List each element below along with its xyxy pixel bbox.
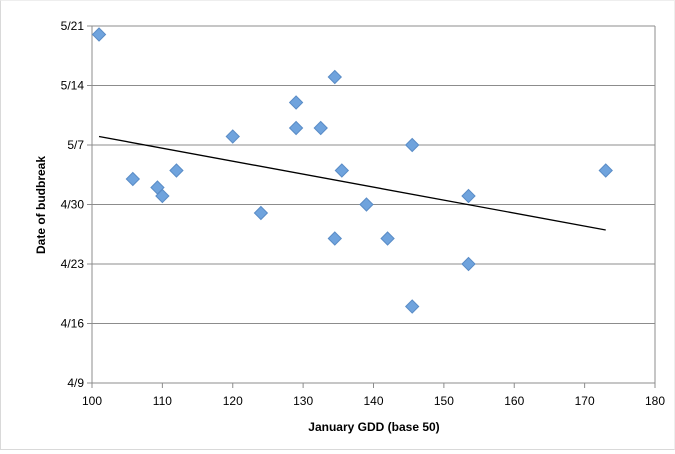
x-tick-label: 170	[575, 394, 595, 408]
y-tick-label: 5/14	[61, 79, 85, 93]
x-tick-label: 150	[434, 394, 454, 408]
y-tick-label: 5/7	[67, 138, 84, 152]
data-point	[91, 27, 107, 42]
y-tick-label: 4/30	[61, 198, 85, 212]
data-point	[598, 163, 613, 178]
data-points	[91, 27, 613, 314]
data-point	[125, 171, 141, 187]
data-point	[334, 163, 350, 178]
data-point	[313, 120, 328, 136]
data-point	[461, 188, 476, 204]
data-point	[359, 197, 374, 212]
x-tick-label: 160	[504, 394, 524, 408]
x-tick-label: 110	[153, 394, 172, 408]
x-tick-label: 100	[82, 394, 102, 408]
x-tick-label: 120	[223, 394, 243, 408]
data-point	[288, 120, 304, 136]
tick-labels: 4/9 4/16 4/23 4/30 5/7 5/14 5/21 100 110 120 130 14…	[61, 19, 666, 408]
y-tick-label: 5/21	[61, 19, 85, 33]
axes	[87, 25, 656, 388]
data-point	[253, 205, 269, 221]
trendline-group	[98, 135, 606, 231]
data-point	[155, 188, 170, 204]
data-point	[380, 231, 395, 246]
data-point	[327, 69, 343, 85]
data-point	[461, 256, 476, 272]
data-point	[404, 299, 420, 314]
data-point	[288, 95, 304, 110]
trendline	[98, 135, 606, 231]
x-tick-label: 130	[293, 394, 313, 408]
y-tick-label: 4/16	[61, 317, 85, 331]
data-point	[225, 129, 240, 144]
x-axis-title: January GDD (base 50)	[308, 420, 439, 434]
data-point	[327, 231, 343, 246]
y-tick-label: 4/23	[61, 257, 85, 271]
y-axis-title: Date of budbreak	[34, 156, 48, 254]
x-tick-label: 140	[363, 394, 383, 408]
data-point	[169, 163, 184, 178]
y-tick-label: 4/9	[67, 376, 84, 390]
data-point	[404, 137, 420, 153]
x-tick-label: 180	[645, 394, 665, 408]
